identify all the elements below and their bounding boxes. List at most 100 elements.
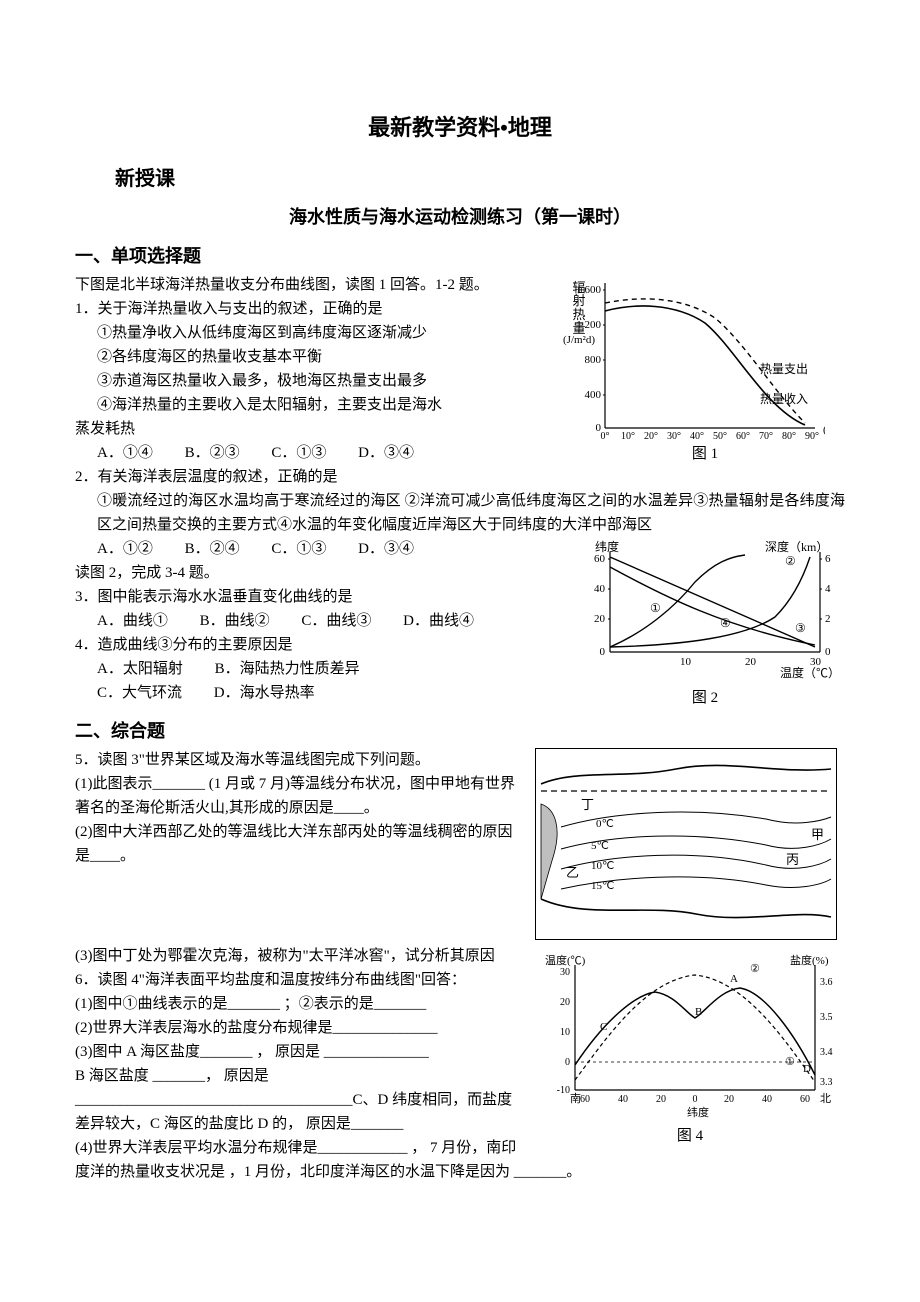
svg-text:70°: 70° bbox=[759, 431, 773, 442]
q2-B: B．②④ bbox=[185, 537, 240, 561]
fig4-xl-south: 南 bbox=[570, 1092, 581, 1105]
svg-text:20: 20 bbox=[724, 1094, 734, 1105]
fig2-xlabel: 温度（℃） bbox=[780, 665, 840, 680]
fig2-yl-label: 纬度 bbox=[595, 539, 619, 554]
q3-C: C．曲线③ bbox=[301, 609, 371, 633]
svg-text:80°: 80° bbox=[782, 431, 796, 442]
fig1-ytitle-1: 辐 bbox=[563, 281, 595, 295]
svg-text:3.3: 3.3 bbox=[820, 1077, 833, 1088]
section-1-title: 一、单项选择题 bbox=[75, 242, 845, 271]
svg-text:②: ② bbox=[750, 963, 760, 975]
svg-text:20°: 20° bbox=[644, 431, 658, 442]
figure-4-label: 图 4 bbox=[535, 1127, 845, 1145]
svg-text:①: ① bbox=[650, 601, 661, 615]
svg-text:50°: 50° bbox=[713, 431, 727, 442]
svg-text:A: A bbox=[730, 973, 738, 985]
svg-text:60°: 60° bbox=[736, 431, 750, 442]
fig3-pt-ding: 丁 bbox=[581, 797, 594, 812]
worksheet-subtitle: 海水性质与海水运动检测练习（第一课时） bbox=[75, 203, 845, 232]
fig1-ytitle-2: 射 bbox=[563, 294, 595, 308]
fig3-pt-yi: 乙 bbox=[566, 865, 579, 880]
svg-text:10°: 10° bbox=[621, 431, 635, 442]
q4-A: A．太阳辐射 bbox=[97, 657, 183, 681]
svg-text:3.5: 3.5 bbox=[820, 1012, 833, 1023]
q1-C: C．①③ bbox=[271, 441, 326, 465]
svg-text:①: ① bbox=[785, 1056, 795, 1068]
figure-3-svg: 0℃ 5℃ 10℃ 15℃ 丁 乙 丙 甲 bbox=[535, 748, 837, 940]
svg-text:-10: -10 bbox=[557, 1085, 570, 1096]
svg-text:20: 20 bbox=[656, 1094, 666, 1105]
fig1-xlabel: (纬度) bbox=[823, 422, 825, 436]
fig1-ytick-3: 400 bbox=[585, 389, 602, 401]
svg-text:60: 60 bbox=[580, 1094, 590, 1105]
fig2-yr-label: 深度（km） bbox=[765, 539, 828, 554]
svg-text:B: B bbox=[695, 1006, 702, 1018]
q4-B: B．海陆热力性质差异 bbox=[215, 657, 360, 681]
svg-text:40: 40 bbox=[618, 1094, 628, 1105]
svg-text:④: ④ bbox=[720, 616, 731, 630]
figure-1-svg: 1 600 1 200 800 400 0 0° 10° 20° 30° 40°… bbox=[565, 273, 825, 443]
q1-A: A．①④ bbox=[97, 441, 153, 465]
figure-1-label: 图 1 bbox=[565, 445, 845, 463]
q1-D: D．③④ bbox=[358, 441, 414, 465]
svg-text:6: 6 bbox=[825, 553, 831, 565]
figure-2-svg: 纬度 60 40 20 0 深度（km） 6 4 2 0 10 20 30 温度… bbox=[565, 537, 845, 687]
fig4-xaxis-label: 纬度 bbox=[687, 1105, 709, 1119]
svg-text:20: 20 bbox=[745, 656, 757, 668]
fig3-pt-jia: 甲 bbox=[811, 827, 824, 842]
figure-4-svg: 温度(℃) 30 20 10 0 -10 盐度(%) 3.6 3.5 3.4 3… bbox=[535, 950, 835, 1125]
svg-text:0: 0 bbox=[565, 1057, 570, 1068]
svg-text:0: 0 bbox=[693, 1094, 698, 1105]
svg-text:20: 20 bbox=[560, 997, 570, 1008]
svg-text:90°: 90° bbox=[805, 431, 819, 442]
q2-D: D．③④ bbox=[358, 537, 414, 561]
svg-text:2: 2 bbox=[825, 613, 831, 625]
fig1-ytitle-4: 量 bbox=[563, 322, 595, 336]
fig1-legend-in: 热量收入 bbox=[760, 392, 808, 406]
svg-text:40: 40 bbox=[594, 583, 606, 595]
svg-text:10: 10 bbox=[560, 1027, 570, 1038]
q3-A: A．曲线① bbox=[97, 609, 168, 633]
q4-C: C．大气环流 bbox=[97, 681, 182, 705]
fig3-lbl-5c: 5℃ bbox=[591, 840, 609, 852]
fig1-ytitle-3: 热 bbox=[563, 308, 595, 322]
figure-3: 0℃ 5℃ 10℃ 15℃ 丁 乙 丙 甲 bbox=[535, 748, 845, 940]
svg-text:30: 30 bbox=[560, 967, 570, 978]
doc-header: 最新教学资料•地理 bbox=[75, 110, 845, 145]
figure-1: 辐 射 热 量 (J/m²d) 1 600 1 200 800 400 0 0°… bbox=[565, 273, 845, 463]
svg-text:40°: 40° bbox=[690, 431, 704, 442]
figure-2: 纬度 60 40 20 0 深度（km） 6 4 2 0 10 20 30 温度… bbox=[565, 537, 845, 707]
svg-text:10: 10 bbox=[680, 656, 692, 668]
q2-C: C．①③ bbox=[271, 537, 326, 561]
fig3-lbl-0c: 0℃ bbox=[596, 818, 614, 830]
fig4-xl-north: 北 bbox=[820, 1092, 831, 1105]
figure-4: 温度(℃) 30 20 10 0 -10 盐度(%) 3.6 3.5 3.4 3… bbox=[535, 950, 845, 1145]
svg-text:60: 60 bbox=[594, 553, 606, 565]
fig1-ytick-2: 800 bbox=[585, 354, 602, 366]
section-2-title: 二、综合题 bbox=[75, 717, 845, 746]
q3-B: B．曲线② bbox=[200, 609, 270, 633]
svg-text:0°: 0° bbox=[601, 431, 610, 442]
svg-text:30°: 30° bbox=[667, 431, 681, 442]
svg-text:60: 60 bbox=[800, 1094, 810, 1105]
fig3-pt-bing: 丙 bbox=[786, 852, 799, 867]
fig3-lbl-10c: 10℃ bbox=[591, 860, 614, 872]
svg-text:40: 40 bbox=[762, 1094, 772, 1105]
svg-text:0: 0 bbox=[600, 646, 606, 658]
fig4-yl-label: 温度(℃) bbox=[545, 953, 586, 967]
figure-2-label: 图 2 bbox=[565, 689, 845, 707]
svg-text:20: 20 bbox=[594, 613, 606, 625]
fig4-yr-label: 盐度(%) bbox=[790, 953, 829, 967]
q2-stem: 2．有关海洋表层温度的叙述，正确的是 bbox=[75, 465, 845, 489]
svg-text:②: ② bbox=[785, 554, 796, 568]
q2-A: A．①② bbox=[97, 537, 153, 561]
q3-D: D．曲线④ bbox=[403, 609, 474, 633]
fig3-lbl-15c: 15℃ bbox=[591, 880, 614, 892]
svg-text:D: D bbox=[803, 1063, 811, 1075]
q4-D: D．海水导热率 bbox=[214, 681, 315, 705]
svg-text:3.4: 3.4 bbox=[820, 1047, 833, 1058]
svg-text:③: ③ bbox=[795, 621, 806, 635]
fig1-legend-out: 热量支出 bbox=[760, 362, 808, 376]
svg-text:3.6: 3.6 bbox=[820, 977, 833, 988]
svg-text:0: 0 bbox=[825, 646, 831, 658]
